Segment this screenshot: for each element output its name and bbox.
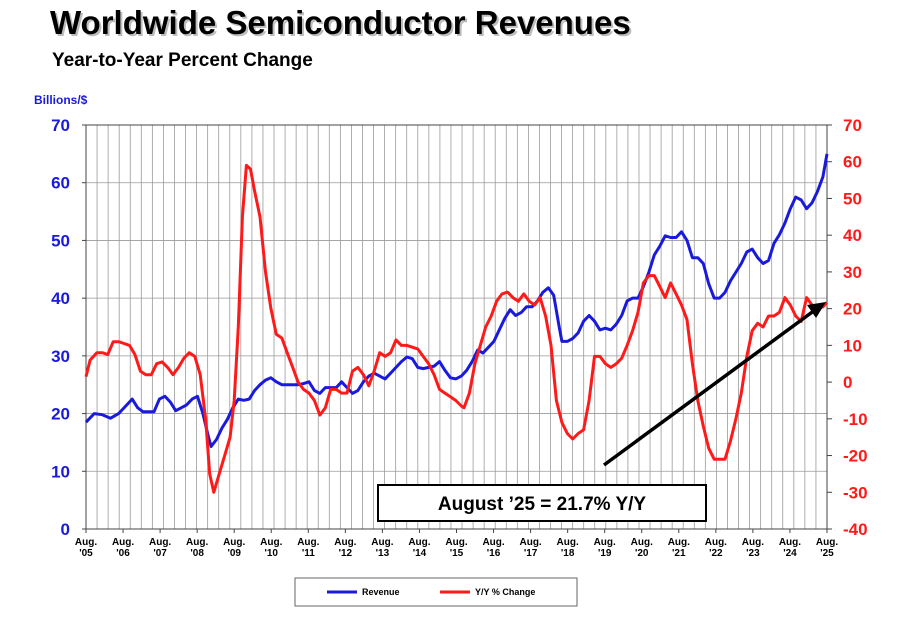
x-tick-label-month: Aug. xyxy=(408,537,430,548)
y-right-tick-label: 60 xyxy=(843,153,862,172)
x-tick-label-month: Aug. xyxy=(334,537,356,548)
legend-yoy-label: Y/Y % Change xyxy=(475,587,535,597)
x-tick-label-year: '12 xyxy=(339,548,353,559)
x-tick-label-year: '05 xyxy=(79,548,93,559)
y-right-tick-label: 70 xyxy=(843,116,862,135)
plot-frame xyxy=(85,124,828,530)
x-tick-label-year: '16 xyxy=(487,548,501,559)
y-right-tick-label: -20 xyxy=(843,447,868,466)
y-left-ticks: 0 10 20 30 40 50 60 70 xyxy=(51,116,86,539)
chart-title: Worldwide Semiconductor Revenues xyxy=(50,4,631,41)
y-right-tick-label: 20 xyxy=(843,300,862,319)
x-tick-label-year: '18 xyxy=(561,548,575,559)
y-right-tick-label: -10 xyxy=(843,410,868,429)
x-tick-label-year: '23 xyxy=(746,548,760,559)
x-tick-label-month: Aug. xyxy=(594,537,616,548)
x-tick-label-year: '09 xyxy=(227,548,241,559)
x-tick-label-month: Aug. xyxy=(445,537,467,548)
x-tick-label-year: '13 xyxy=(376,548,390,559)
x-tick-label-month: Aug. xyxy=(779,537,801,548)
x-tick-label-month: Aug. xyxy=(186,537,208,548)
x-tick-label-month: Aug. xyxy=(75,537,97,548)
y-left-tick-label: 70 xyxy=(51,116,70,135)
x-tick-label-year: '20 xyxy=(635,548,649,559)
x-tick-label-month: Aug. xyxy=(742,537,764,548)
x-tick-label-month: Aug. xyxy=(705,537,727,548)
x-tick-label-year: '07 xyxy=(153,548,167,559)
x-tick-label-year: '08 xyxy=(190,548,204,559)
x-tick-label-month: Aug. xyxy=(297,537,319,548)
y-right-tick-label: -30 xyxy=(843,483,868,502)
x-tick-label-year: '25 xyxy=(820,548,834,559)
y-left-unit-label: Billions/$ xyxy=(34,93,88,107)
y-left-tick-label: 50 xyxy=(51,231,70,250)
x-tick-label-month: Aug. xyxy=(223,537,245,548)
x-tick-label-year: '14 xyxy=(413,548,427,559)
y-left-tick-label: 10 xyxy=(51,462,70,481)
x-tick-label-month: Aug. xyxy=(112,537,134,548)
annotation-text: August ’25 = 21.7% Y/Y xyxy=(438,494,647,515)
x-tick-label-month: Aug. xyxy=(557,537,579,548)
x-tick-label-year: '17 xyxy=(524,548,538,559)
chart-subtitle: Year-to-Year Percent Change xyxy=(52,50,313,71)
y-right-tick-label: 30 xyxy=(843,263,862,282)
x-tick-label-year: '21 xyxy=(672,548,686,559)
revenue-series-line xyxy=(84,153,829,448)
annotation-box: August ’25 = 21.7% Y/Y xyxy=(377,484,707,522)
y-left-tick-label: 60 xyxy=(51,174,70,193)
x-tick-label-month: Aug. xyxy=(519,537,541,548)
x-tick-label-year: '24 xyxy=(783,548,797,559)
x-tick-label-month: Aug. xyxy=(631,537,653,548)
y-right-tick-label: -40 xyxy=(843,520,868,539)
y-left-tick-label: 40 xyxy=(51,289,70,308)
y-right-tick-label: 40 xyxy=(843,226,862,245)
legend: Revenue Y/Y % Change xyxy=(294,577,578,607)
y-right-ticks: -40 -30 -20 -10 0 10 20 30 40 50 60 70 xyxy=(827,116,868,539)
grid xyxy=(86,125,827,529)
legend-revenue-label: Revenue xyxy=(362,587,400,597)
x-tick-label-year: '15 xyxy=(450,548,464,559)
x-ticks: Aug.'05Aug.'06Aug.'07Aug.'08Aug.'09Aug.'… xyxy=(75,529,838,559)
yoy-series-line xyxy=(84,163,829,494)
x-tick-label-month: Aug. xyxy=(371,537,393,548)
x-tick-label-month: Aug. xyxy=(260,537,282,548)
y-right-tick-label: 0 xyxy=(843,373,852,392)
trend-arrow xyxy=(602,302,826,467)
x-tick-label-year: '22 xyxy=(709,548,723,559)
y-right-tick-label: 50 xyxy=(843,189,862,208)
x-tick-label-month: Aug. xyxy=(482,537,504,548)
x-tick-label-month: Aug. xyxy=(149,537,171,548)
y-right-tick-label: 10 xyxy=(843,336,862,355)
x-tick-label-year: '10 xyxy=(264,548,278,559)
y-left-tick-label: 30 xyxy=(51,347,70,366)
x-tick-label-year: '11 xyxy=(302,548,315,559)
y-left-tick-label: 0 xyxy=(61,520,70,539)
x-tick-label-month: Aug. xyxy=(668,537,690,548)
y-left-tick-label: 20 xyxy=(51,405,70,424)
x-tick-label-year: '06 xyxy=(116,548,130,559)
x-tick-label-year: '19 xyxy=(598,548,612,559)
x-tick-label-month: Aug. xyxy=(816,537,838,548)
